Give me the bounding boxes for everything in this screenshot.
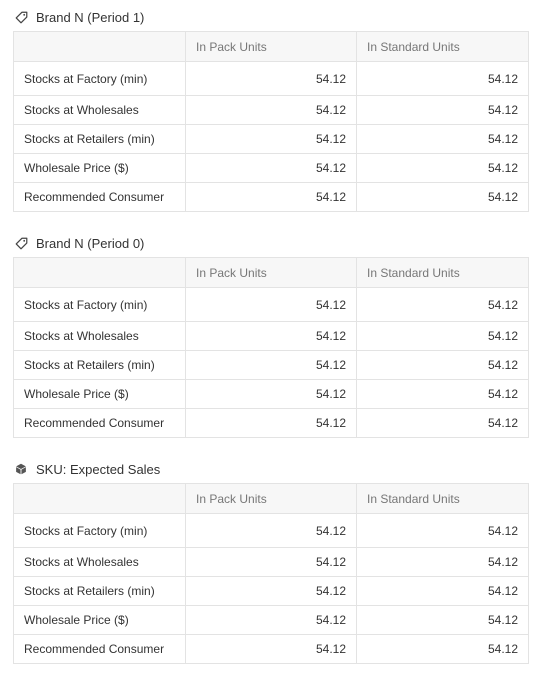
row-label: Stocks at Retailers (min) (13, 576, 186, 606)
table-row: Wholesale Price ($) 54.12 54.12 (13, 605, 529, 635)
pack-units-value: 54.12 (185, 61, 357, 96)
section-title: Brand N (Period 0) (14, 233, 528, 253)
pack-units-value: 54.12 (185, 408, 357, 438)
box-icon (14, 462, 28, 476)
row-label: Stocks at Factory (min) (13, 287, 186, 322)
table-row: Stocks at Wholesales 54.12 54.12 (13, 95, 529, 125)
row-label: Recommended Consumer (13, 408, 186, 438)
pack-units-value: 54.12 (185, 182, 357, 212)
row-label: Stocks at Factory (min) (13, 61, 186, 96)
pack-units-value: 54.12 (185, 321, 357, 351)
standard-units-value: 54.12 (356, 61, 529, 96)
table-row: Recommended Consumer 54.12 54.12 (13, 634, 529, 664)
data-table: In Pack Units In Standard Units Stocks a… (13, 483, 529, 664)
section-brand-n-period-0: Brand N (Period 0) In Pack Units In Stan… (13, 233, 529, 438)
standard-units-value: 54.12 (356, 379, 529, 409)
column-header-pack-units: In Pack Units (185, 483, 357, 514)
standard-units-value: 54.12 (356, 153, 529, 183)
pack-units-value: 54.12 (185, 124, 357, 154)
row-label: Stocks at Retailers (min) (13, 124, 186, 154)
data-table: In Pack Units In Standard Units Stocks a… (13, 257, 529, 438)
standard-units-value: 54.12 (356, 634, 529, 664)
row-label: Wholesale Price ($) (13, 605, 186, 635)
table-header-row: In Pack Units In Standard Units (13, 257, 529, 288)
section-title: SKU: Expected Sales (14, 459, 528, 479)
row-label: Stocks at Factory (min) (13, 513, 186, 548)
pack-units-value: 54.12 (185, 379, 357, 409)
standard-units-value: 54.12 (356, 547, 529, 577)
table-row: Wholesale Price ($) 54.12 54.12 (13, 379, 529, 409)
section-title-text: SKU: Expected Sales (36, 461, 161, 477)
table-row: Stocks at Retailers (min) 54.12 54.12 (13, 124, 529, 154)
section-title: Brand N (Period 1) (14, 7, 528, 27)
table-row: Recommended Consumer 54.12 54.12 (13, 408, 529, 438)
pack-units-value: 54.12 (185, 513, 357, 548)
column-header-pack-units: In Pack Units (185, 257, 357, 288)
row-label: Wholesale Price ($) (13, 153, 186, 183)
pack-units-value: 54.12 (185, 634, 357, 664)
table-row: Stocks at Factory (min) 54.12 54.12 (13, 513, 529, 548)
data-table: In Pack Units In Standard Units Stocks a… (13, 31, 529, 212)
section-title-text: Brand N (Period 1) (36, 9, 145, 25)
table-row: Stocks at Factory (min) 54.12 54.12 (13, 61, 529, 96)
column-header-standard-units: In Standard Units (356, 483, 529, 514)
section-title-text: Brand N (Period 0) (36, 235, 145, 251)
tag-icon (14, 236, 28, 250)
standard-units-value: 54.12 (356, 605, 529, 635)
row-label: Recommended Consumer (13, 634, 186, 664)
table-row: Stocks at Factory (min) 54.12 54.12 (13, 287, 529, 322)
standard-units-value: 54.12 (356, 513, 529, 548)
pack-units-value: 54.12 (185, 153, 357, 183)
column-header-label (13, 31, 186, 62)
standard-units-value: 54.12 (356, 182, 529, 212)
pack-units-value: 54.12 (185, 547, 357, 577)
standard-units-value: 54.12 (356, 576, 529, 606)
column-header-standard-units: In Standard Units (356, 257, 529, 288)
tag-icon (14, 10, 28, 24)
table-row: Stocks at Retailers (min) 54.12 54.12 (13, 350, 529, 380)
column-header-label (13, 257, 186, 288)
row-label: Stocks at Wholesales (13, 547, 186, 577)
pack-units-value: 54.12 (185, 350, 357, 380)
column-header-standard-units: In Standard Units (356, 31, 529, 62)
table-header-row: In Pack Units In Standard Units (13, 31, 529, 62)
row-label: Recommended Consumer (13, 182, 186, 212)
section-brand-n-period-1: Brand N (Period 1) In Pack Units In Stan… (13, 7, 529, 212)
row-label: Stocks at Wholesales (13, 95, 186, 125)
table-row: Stocks at Retailers (min) 54.12 54.12 (13, 576, 529, 606)
standard-units-value: 54.12 (356, 124, 529, 154)
row-label: Stocks at Retailers (min) (13, 350, 186, 380)
standard-units-value: 54.12 (356, 321, 529, 351)
pack-units-value: 54.12 (185, 576, 357, 606)
section-sku-expected-sales: SKU: Expected Sales In Pack Units In Sta… (13, 459, 529, 664)
row-label: Stocks at Wholesales (13, 321, 186, 351)
column-header-label (13, 483, 186, 514)
standard-units-value: 54.12 (356, 287, 529, 322)
standard-units-value: 54.12 (356, 350, 529, 380)
table-row: Stocks at Wholesales 54.12 54.12 (13, 547, 529, 577)
standard-units-value: 54.12 (356, 408, 529, 438)
table-row: Recommended Consumer 54.12 54.12 (13, 182, 529, 212)
pack-units-value: 54.12 (185, 605, 357, 635)
row-label: Wholesale Price ($) (13, 379, 186, 409)
pack-units-value: 54.12 (185, 287, 357, 322)
column-header-pack-units: In Pack Units (185, 31, 357, 62)
table-row: Stocks at Wholesales 54.12 54.12 (13, 321, 529, 351)
standard-units-value: 54.12 (356, 95, 529, 125)
table-row: Wholesale Price ($) 54.12 54.12 (13, 153, 529, 183)
table-header-row: In Pack Units In Standard Units (13, 483, 529, 514)
pack-units-value: 54.12 (185, 95, 357, 125)
